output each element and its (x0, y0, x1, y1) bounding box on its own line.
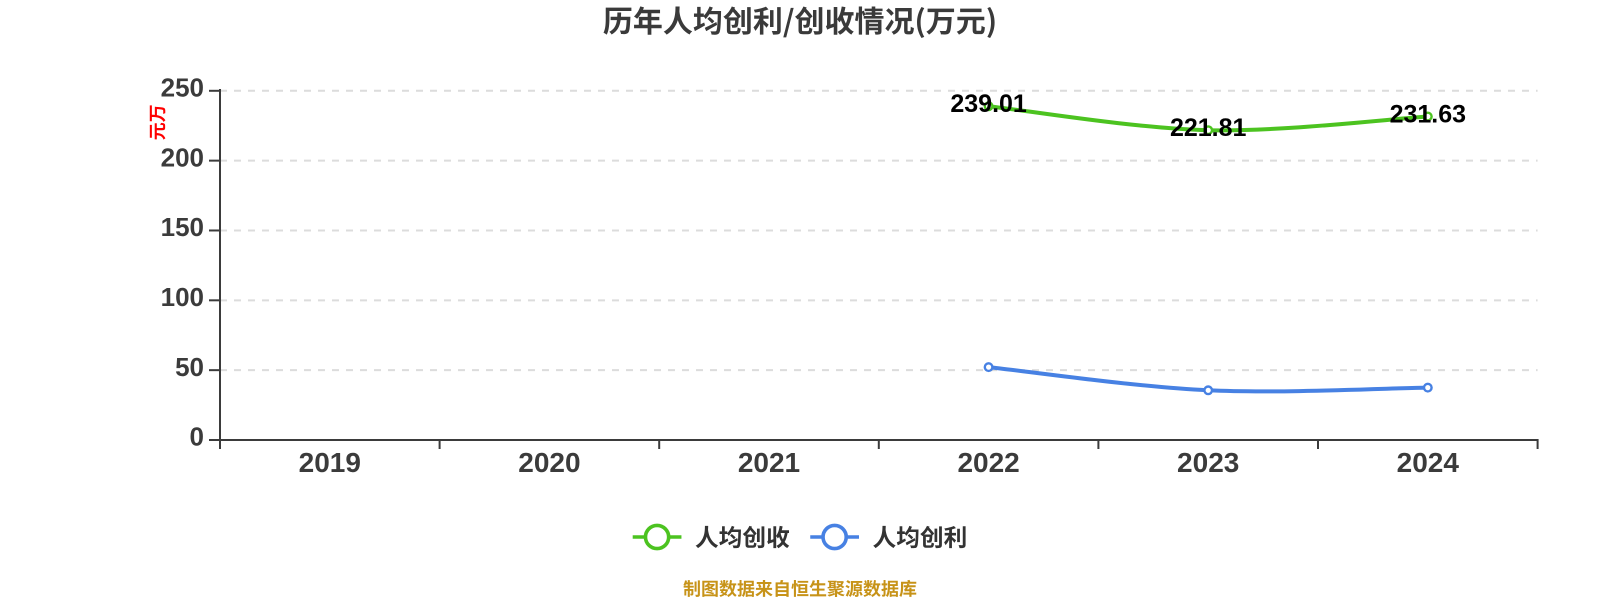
x-tick-label: 2021 (738, 447, 800, 478)
axis-line (219, 89, 1539, 441)
data-point-label: 239.01 (950, 90, 1027, 118)
gridlines (220, 89, 1538, 372)
legend (632, 523, 966, 551)
chart-title-label (603, 6, 995, 39)
x-axis-tick-labels: 2019 2020 2021 2022 2023 2024 (299, 447, 1460, 478)
legend-label (873, 525, 966, 549)
x-tick-label: 2022 (957, 447, 1019, 478)
series-lines (983, 101, 1433, 396)
data-point-marker[interactable] (983, 101, 994, 112)
data-point-label: 231.63 (1390, 100, 1466, 128)
legend-circle-icon (643, 523, 671, 551)
data-point-label: 221.81 (1170, 114, 1247, 142)
axes (209, 89, 1539, 449)
series-per-capita-profit[interactable] (983, 362, 1433, 396)
y-tick-label: 100 (161, 282, 204, 312)
data-source-note (683, 579, 917, 598)
legend-circle-icon (821, 523, 849, 551)
y-tick-label: 150 (161, 212, 204, 242)
x-tick-label: 2024 (1397, 447, 1460, 478)
y-axis-name (149, 105, 166, 140)
legend-item-per-capita-revenue[interactable] (632, 523, 790, 551)
x-tick-label: 2019 (299, 447, 361, 478)
x-tick-label: 2023 (1177, 447, 1239, 478)
data-point-marker[interactable] (1203, 385, 1214, 396)
y-tick-label: 200 (161, 142, 204, 172)
y-tick-label: 0 (190, 422, 204, 452)
y-tick-label: 50 (175, 352, 204, 382)
data-point-marker[interactable] (1203, 125, 1214, 136)
legend-item-per-capita-profit[interactable] (810, 523, 966, 551)
data-labels: 239.01 221.81 231.63 (950, 90, 1466, 142)
data-point-marker[interactable] (1422, 382, 1433, 393)
data-point-marker[interactable] (1422, 111, 1433, 122)
data-point-marker[interactable] (983, 362, 994, 373)
chart-title (603, 6, 995, 39)
y-axis-name-label (149, 105, 166, 140)
data-source-label (683, 579, 917, 598)
series-per-capita-revenue[interactable] (983, 101, 1433, 136)
y-tick-label: 250 (161, 72, 204, 102)
legend-label (695, 525, 790, 549)
y-axis-tick-labels: 0 50 100 150 200 250 (161, 72, 204, 451)
x-tick-label: 2020 (518, 447, 580, 478)
